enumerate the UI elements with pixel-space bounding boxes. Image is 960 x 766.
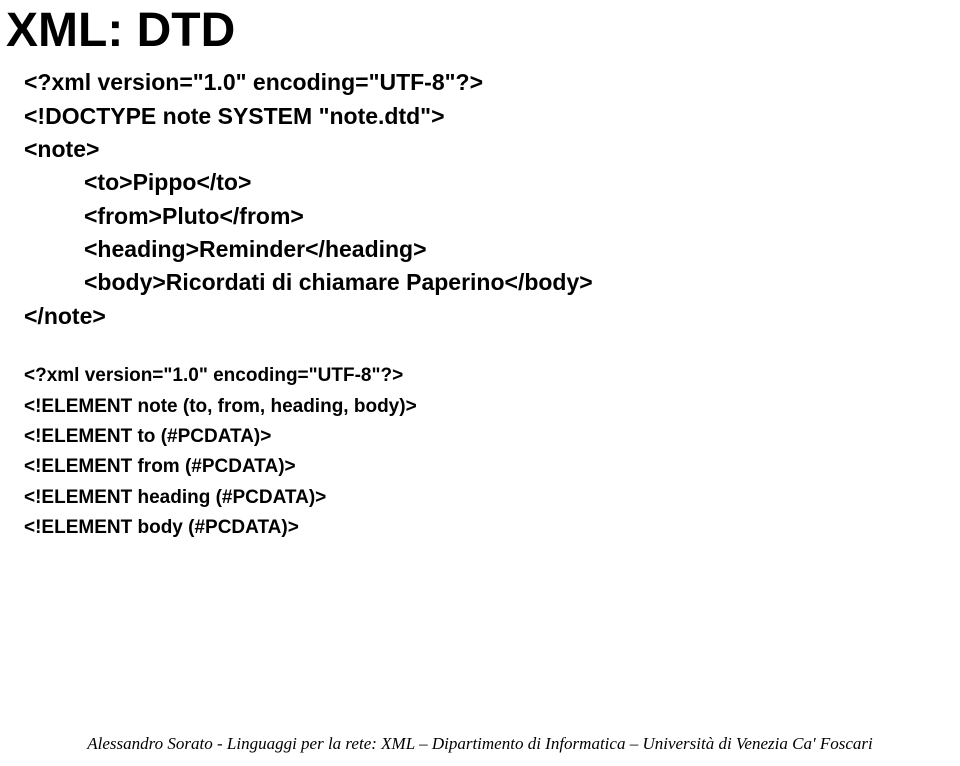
slide-page: XML: DTD <?xml version="1.0" encoding="U…	[0, 0, 960, 766]
code-line-indent: <heading>Reminder</heading>	[24, 233, 960, 266]
code-line-indent: <to>Pippo</to>	[24, 166, 960, 199]
spacer	[0, 333, 960, 361]
code-line-indent: <body>Ricordati di chiamare Paperino</bo…	[24, 266, 960, 299]
slide-title: XML: DTD	[0, 0, 960, 56]
code-line: <note>	[24, 133, 960, 166]
code-line: </note>	[24, 300, 960, 333]
dtd-line: <!ELEMENT from (#PCDATA)>	[24, 452, 960, 482]
code-line: <?xml version="1.0" encoding="UTF-8"?>	[24, 66, 960, 99]
xml-source-block: <?xml version="1.0" encoding="UTF-8"?> <…	[0, 56, 960, 333]
code-line: <!DOCTYPE note SYSTEM "note.dtd">	[24, 100, 960, 133]
dtd-line: <!ELEMENT body (#PCDATA)>	[24, 513, 960, 543]
dtd-block: <?xml version="1.0" encoding="UTF-8"?> <…	[0, 361, 960, 543]
dtd-line: <!ELEMENT note (to, from, heading, body)…	[24, 392, 960, 422]
dtd-line: <!ELEMENT to (#PCDATA)>	[24, 422, 960, 452]
slide-footer: Alessandro Sorato - Linguaggi per la ret…	[0, 734, 960, 754]
dtd-line: <!ELEMENT heading (#PCDATA)>	[24, 483, 960, 513]
dtd-line: <?xml version="1.0" encoding="UTF-8"?>	[24, 361, 960, 391]
code-line-indent: <from>Pluto</from>	[24, 200, 960, 233]
